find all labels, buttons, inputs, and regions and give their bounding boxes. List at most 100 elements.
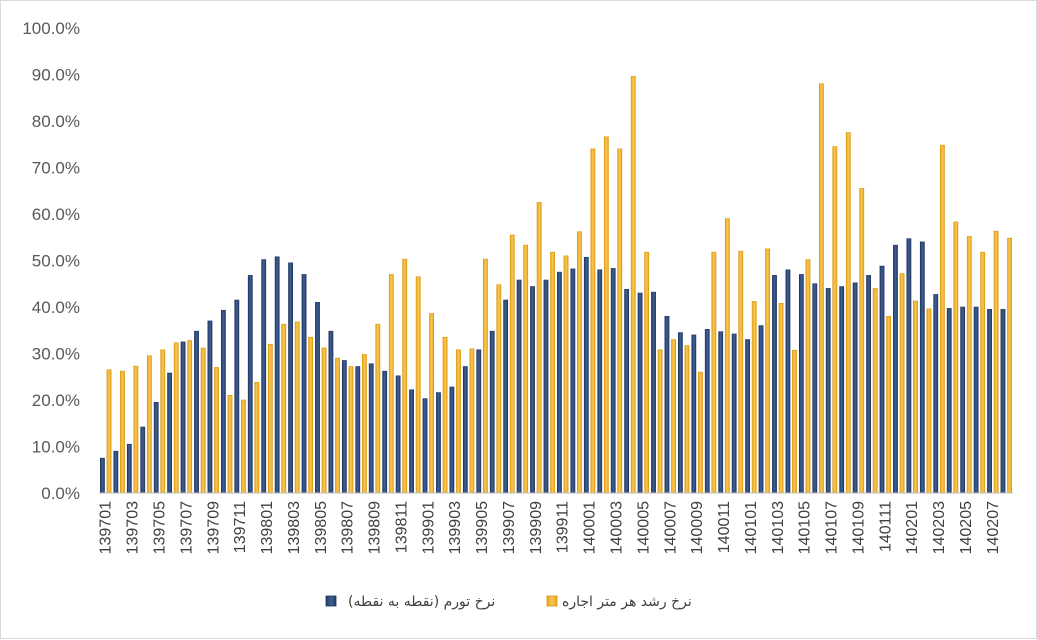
- bar-rent-growth-139705: [160, 349, 166, 494]
- bar-rent-growth-140108: [845, 132, 851, 494]
- x-tick-label: 139703: [125, 501, 142, 554]
- bar-rent-growth-139812: [415, 276, 421, 494]
- x-tick-label: 139701: [98, 501, 115, 554]
- y-tick-label: 20.0%: [32, 391, 80, 410]
- bar-rent-growth-139807: [348, 366, 354, 494]
- bar-rent-growth-140006: [657, 349, 663, 494]
- bar-inflation-139703: [126, 443, 132, 494]
- bar-inflation-139710: [220, 309, 226, 494]
- bar-rent-growth-140008: [684, 345, 690, 494]
- bar-inflation-139901: [422, 398, 428, 494]
- bar-inflation-140107: [825, 288, 831, 494]
- x-tick-label: 140205: [958, 501, 975, 554]
- x-axis: 139701 139703 139705 139707 139709 139711 1398…: [98, 501, 1002, 554]
- y-tick-label: 50.0%: [32, 252, 80, 271]
- bar-rent-growth-139902: [442, 336, 448, 494]
- bar-rent-growth-140204: [953, 221, 959, 494]
- bar-rent-growth-140202: [926, 308, 932, 494]
- x-tick-label: 140101: [743, 501, 760, 554]
- bar-rent-growth-140007: [671, 339, 676, 494]
- bar-inflation-139903: [449, 386, 455, 494]
- bar-rent-growth-139911: [563, 255, 569, 494]
- bar-rent-growth-140208: [1007, 237, 1012, 494]
- x-tick-label: 140111: [877, 501, 894, 552]
- legend-swatch: [325, 595, 337, 607]
- bar-inflation-140201: [906, 238, 912, 494]
- legend-label: نرخ رشد هر متر اجاره: [562, 594, 692, 610]
- bar-rent-growth-139703: [133, 365, 139, 494]
- bar-rent-growth-139906: [496, 284, 502, 494]
- bar-inflation-139805: [315, 302, 320, 494]
- bar-rent-growth-140203: [939, 144, 945, 494]
- x-tick-label: 140011: [716, 501, 733, 553]
- bar-rent-growth-140112: [899, 273, 905, 494]
- bar-rent-growth-140010: [711, 251, 717, 494]
- bar-rent-growth-139806: [335, 357, 340, 494]
- bar-inflation-139912: [570, 268, 576, 494]
- bar-inflation-139706: [167, 372, 173, 494]
- bar-inflation-139902: [436, 392, 441, 494]
- bar-inflation-140010: [704, 329, 710, 494]
- x-tick-label: 139911: [555, 501, 572, 553]
- bar-inflation-140111: [879, 265, 885, 494]
- bar-rent-growth-139908: [523, 244, 529, 494]
- bar-inflation-140207: [987, 309, 992, 494]
- bar-inflation-139812: [409, 389, 414, 494]
- bar-inflation-139904: [462, 366, 468, 494]
- bar-rent-growth-140201: [913, 300, 918, 494]
- legend-swatch: [546, 595, 558, 607]
- bar-rent-growth-139910: [550, 251, 555, 494]
- bar-rent-growth-140102: [765, 248, 771, 494]
- y-tick-label: 60.0%: [32, 205, 80, 224]
- x-tick-label: 140003: [608, 501, 625, 554]
- bar-inflation-140104: [785, 269, 791, 494]
- bar-rent-growth-139805: [321, 347, 327, 494]
- bar-rent-growth-139808: [361, 354, 367, 494]
- x-tick-label: 139901: [420, 501, 437, 554]
- bar-rent-growth-139702: [120, 370, 125, 494]
- y-tick-label: 70.0%: [32, 159, 80, 178]
- bar-inflation-140101: [745, 339, 750, 494]
- x-tick-label: 140201: [904, 501, 921, 554]
- bar-inflation-140011: [718, 331, 724, 494]
- bar-rent-growth-139905: [482, 258, 488, 494]
- bar-inflation-140004: [624, 289, 630, 494]
- bar-rent-growth-139803: [294, 321, 300, 494]
- bar-rent-growth-140104: [792, 349, 797, 494]
- bar-inflation-139909: [530, 286, 535, 494]
- y-axis: 0.0% 10.0% 20.0% 30.0% 40.0% 50.0% 60.0% 70.0% 8…: [22, 19, 80, 503]
- bar-inflation-140105: [798, 274, 804, 494]
- y-tick-label: 10.0%: [32, 438, 80, 457]
- bar-rent-growth-139707: [187, 340, 193, 494]
- bar-rent-growth-140004: [630, 76, 636, 494]
- x-tick-label: 139903: [447, 501, 464, 554]
- bar-inflation-139801: [261, 259, 267, 494]
- bar-rent-growth-139904: [469, 348, 475, 494]
- bar-inflation-139707: [180, 341, 186, 494]
- bar-rent-growth-140105: [805, 259, 811, 494]
- bar-inflation-139804: [301, 274, 307, 494]
- legend-label: نرخ تورم (نقطه به نقطه): [348, 594, 495, 610]
- x-tick-label: 140109: [850, 501, 867, 554]
- bar-rent-growth-140206: [980, 251, 986, 494]
- bar-rent-growth-140109: [859, 188, 865, 494]
- bar-rent-growth-140106: [818, 83, 824, 494]
- x-tick-label: 139905: [474, 501, 491, 554]
- x-tick-label: 139709: [205, 501, 222, 554]
- bar-rent-growth-140003: [617, 148, 623, 494]
- bar-rent-growth-139909: [536, 202, 542, 494]
- bar-rent-growth-140001: [590, 148, 596, 494]
- bar-inflation-140108: [839, 286, 845, 494]
- x-tick-label: 139711: [232, 501, 249, 553]
- bar-inflation-140203: [933, 294, 939, 494]
- bar-inflation-140005: [637, 292, 643, 494]
- bar-inflation-139911: [557, 271, 562, 494]
- x-tick-label: 140005: [635, 501, 652, 554]
- bar-inflation-139908: [516, 279, 522, 494]
- x-tick-label: 139811: [393, 501, 410, 553]
- bar-rent-growth-140111: [886, 315, 892, 494]
- x-tick-label: 140001: [582, 501, 599, 554]
- bar-inflation-139807: [341, 360, 347, 494]
- legend: نرخ تورم (نقطه به نقطه) نرخ رشد هر متر اج…: [325, 594, 692, 610]
- bar-inflation-139910: [543, 279, 549, 494]
